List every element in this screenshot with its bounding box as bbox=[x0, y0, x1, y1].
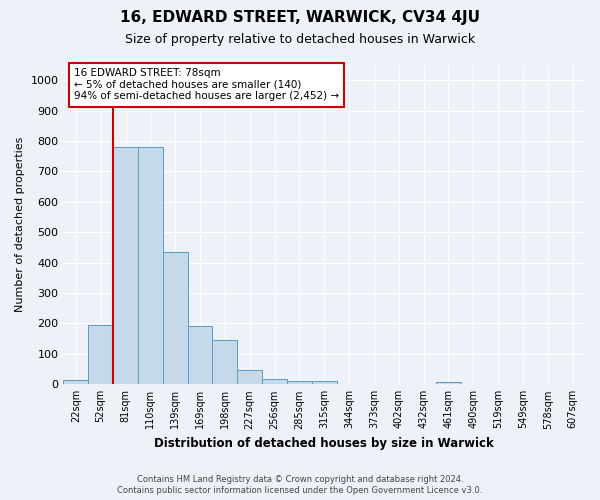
Bar bbox=[287, 382, 312, 384]
Bar bbox=[237, 370, 262, 384]
Bar bbox=[436, 382, 461, 384]
Bar bbox=[163, 252, 188, 384]
Bar bbox=[312, 382, 337, 384]
Bar bbox=[88, 325, 113, 384]
Text: Size of property relative to detached houses in Warwick: Size of property relative to detached ho… bbox=[125, 32, 475, 46]
Bar bbox=[262, 379, 287, 384]
Text: Contains public sector information licensed under the Open Government Licence v3: Contains public sector information licen… bbox=[118, 486, 482, 495]
Bar bbox=[64, 380, 88, 384]
Text: 16, EDWARD STREET, WARWICK, CV34 4JU: 16, EDWARD STREET, WARWICK, CV34 4JU bbox=[120, 10, 480, 25]
Bar bbox=[113, 147, 138, 384]
Bar bbox=[188, 326, 212, 384]
Text: Contains HM Land Registry data © Crown copyright and database right 2024.: Contains HM Land Registry data © Crown c… bbox=[137, 475, 463, 484]
Y-axis label: Number of detached properties: Number of detached properties bbox=[15, 137, 25, 312]
X-axis label: Distribution of detached houses by size in Warwick: Distribution of detached houses by size … bbox=[154, 437, 494, 450]
Text: 16 EDWARD STREET: 78sqm
← 5% of detached houses are smaller (140)
94% of semi-de: 16 EDWARD STREET: 78sqm ← 5% of detached… bbox=[74, 68, 339, 102]
Bar bbox=[212, 340, 237, 384]
Bar bbox=[138, 147, 163, 384]
